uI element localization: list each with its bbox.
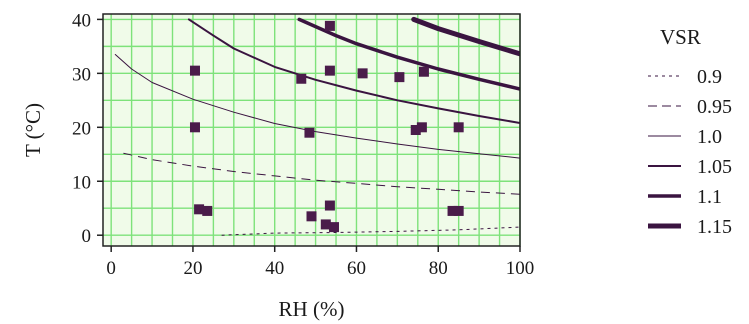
series-line-0.95 [123,152,520,195]
data-point [189,122,200,133]
x-tick-label: 60 [347,258,366,279]
data-point [328,222,339,233]
y-tick-label: 0 [82,226,92,247]
data-point [296,73,307,84]
data-point [189,65,200,76]
y-axis: 0 10 20 30 40 [72,10,103,247]
data-point [304,127,315,138]
data-point [416,122,427,133]
data-point [202,205,213,216]
data-point [453,205,464,216]
data-point [410,125,421,135]
series-line-1.1 [297,17,520,91]
legend: 0.9 0.95 1.0 1.05 1.1 1.15 [648,66,732,238]
series-line-0.9 [221,226,520,236]
data-point [418,66,429,77]
x-axis-label: RH (%) [279,297,345,321]
data-point [324,20,335,31]
grid [103,14,521,246]
x-tick-label: 100 [506,258,535,279]
x-tick-label: 0 [106,258,116,279]
x-axis: 0 20 40 60 80 100 [106,246,534,279]
y-axis-label: T (°C) [21,103,45,157]
data-point [320,219,331,230]
data-point [453,122,464,133]
x-tick-label: 20 [183,258,202,279]
legend-label-1.15: 1.15 [697,216,732,238]
plot-frame [102,13,521,247]
markers [189,20,464,233]
data-point [394,72,405,83]
y-tick-label: 30 [72,64,91,85]
legend-label-0.95: 0.95 [697,96,732,118]
data-point [357,68,368,79]
x-tick-label: 80 [429,258,448,279]
legend-label-1.05: 1.05 [697,156,732,178]
data-point [194,204,205,215]
data-point [324,200,335,211]
series-line-1.15 [411,16,520,57]
legend-title: VSR [660,25,701,49]
x-tick-label: 40 [265,258,284,279]
data-point [447,205,458,216]
y-tick-label: 10 [72,172,91,193]
series-line-1.0 [114,54,520,159]
legend-label-0.9: 0.9 [697,66,722,88]
y-tick-label: 20 [72,118,91,139]
y-tick-label: 40 [72,10,91,31]
data-point [324,65,335,76]
curves [114,16,520,236]
series-line-1.05 [187,18,520,124]
data-point [306,211,317,222]
legend-label-1.1: 1.1 [697,186,722,208]
legend-label-1.0: 1.0 [697,126,722,148]
